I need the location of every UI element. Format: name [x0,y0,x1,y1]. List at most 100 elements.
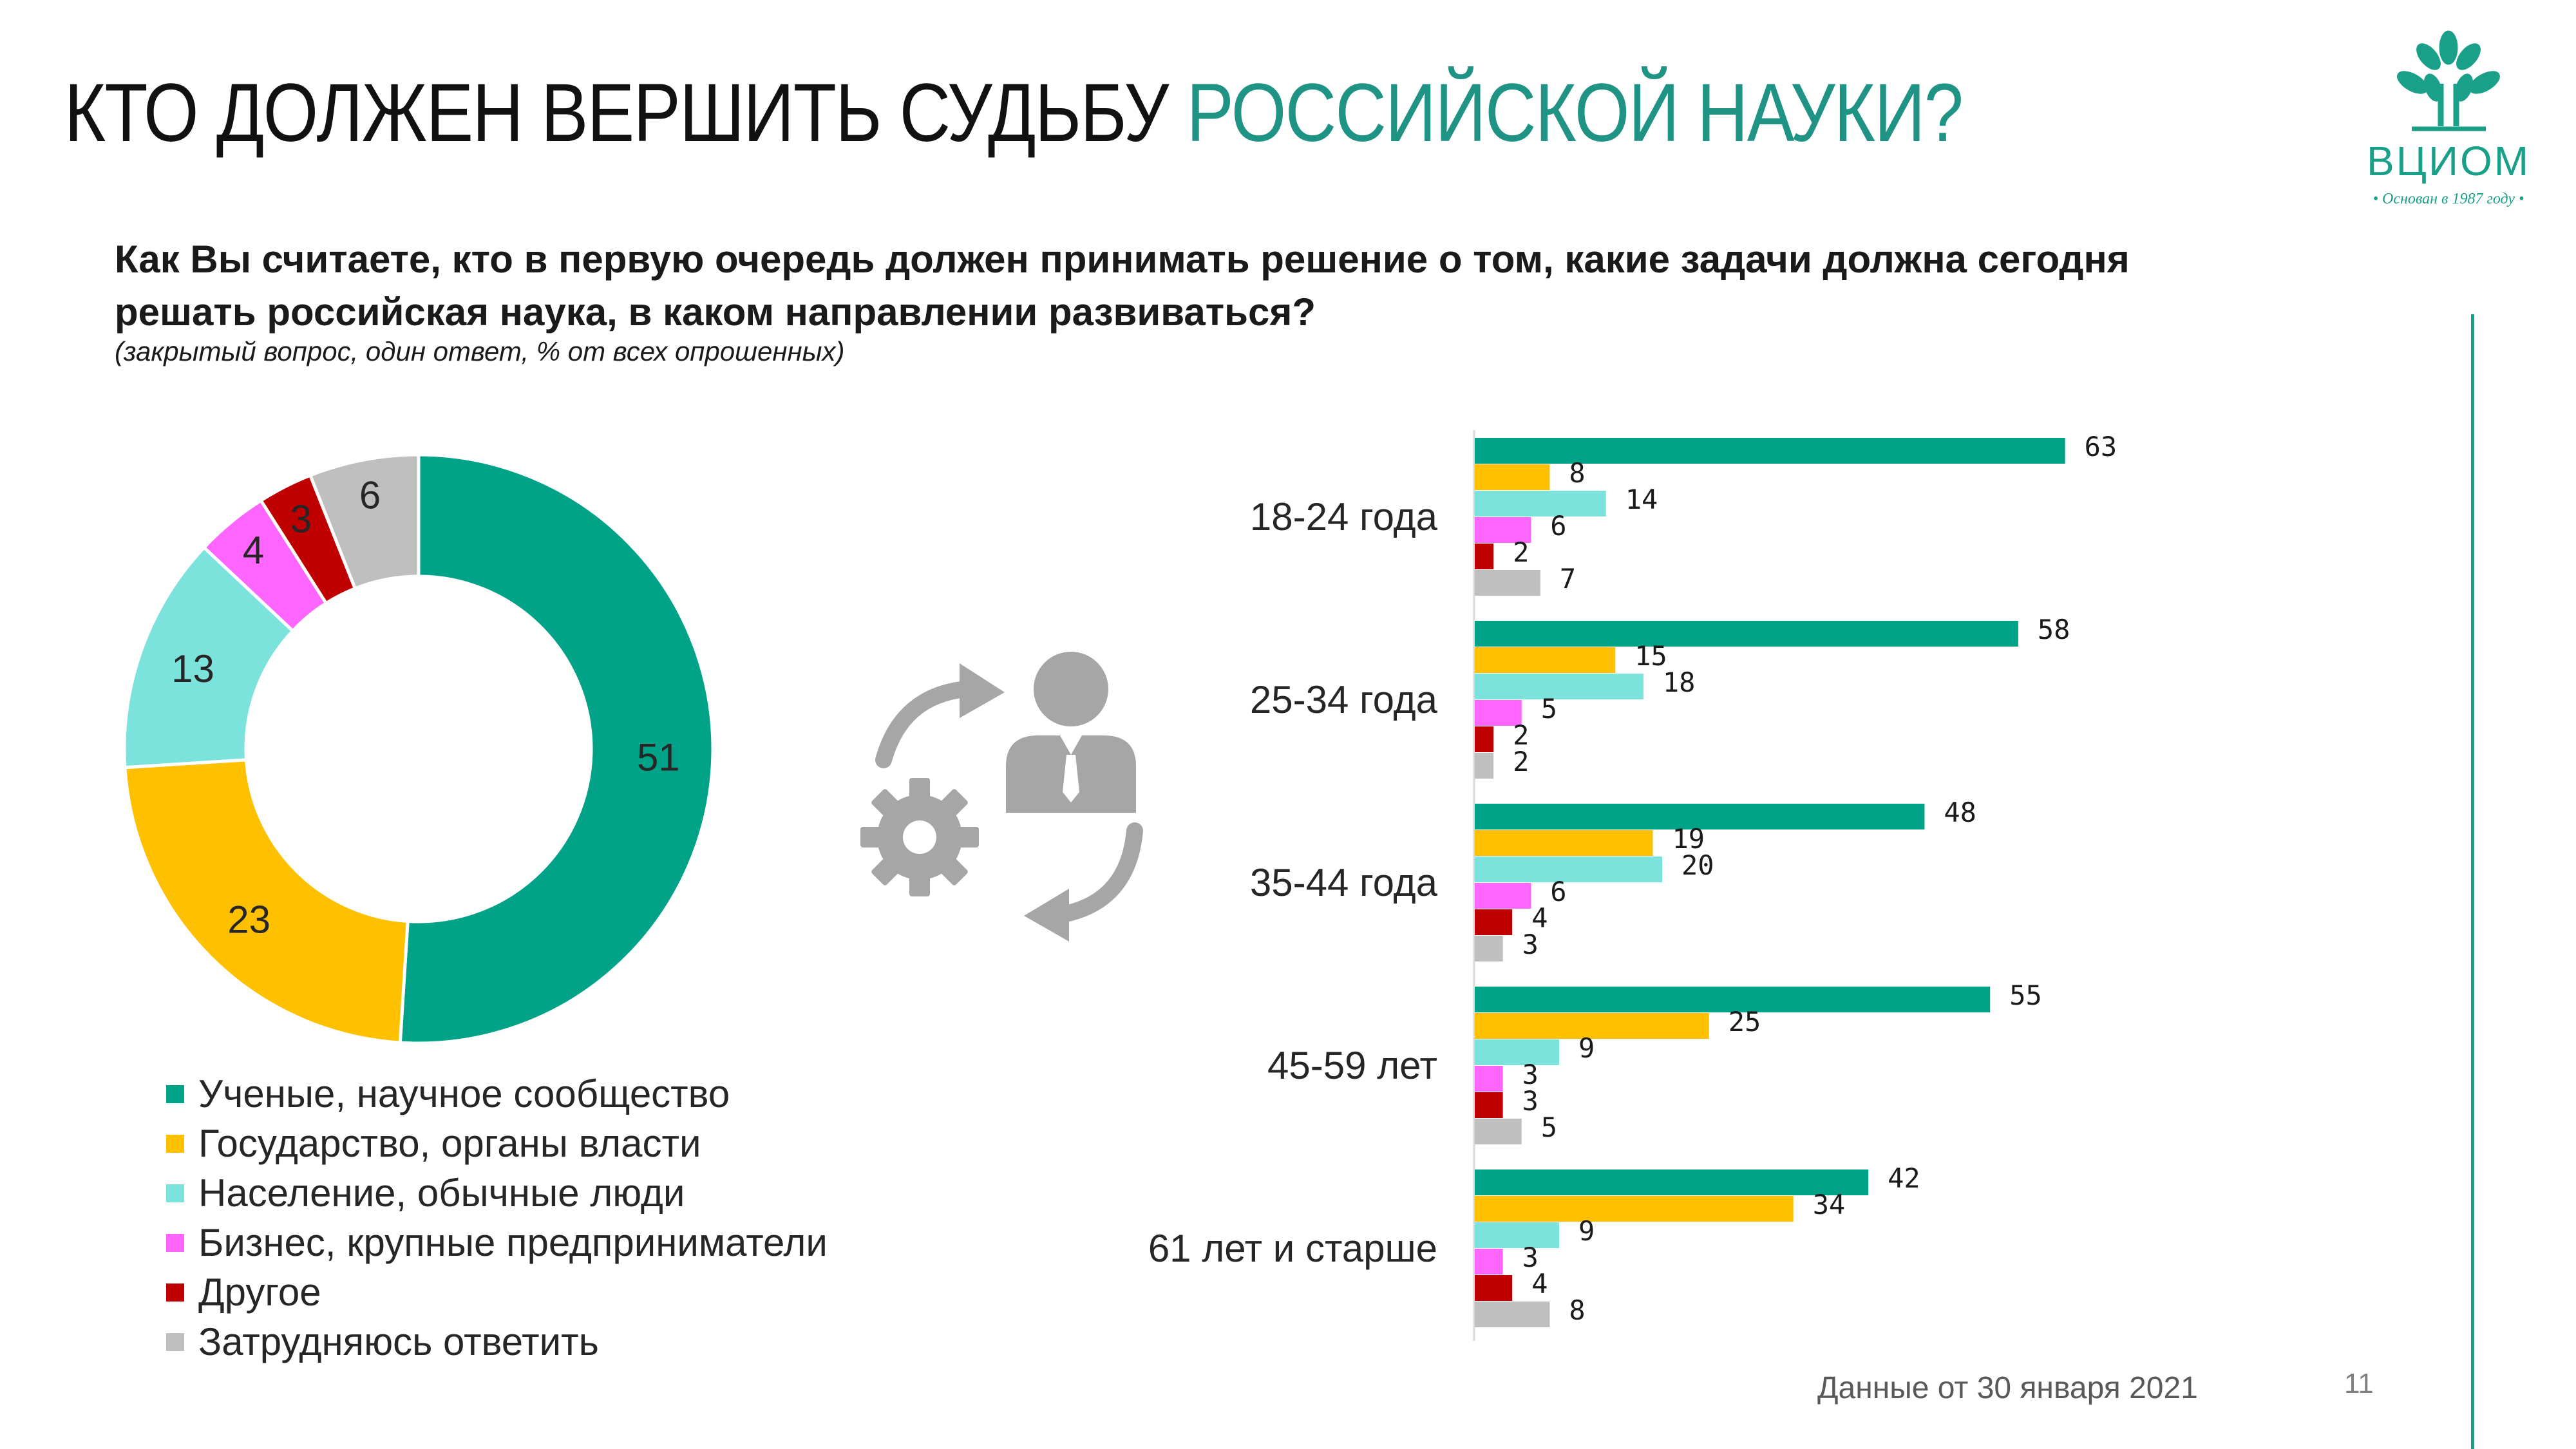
bar-1-2 [1475,464,1550,490]
bar-value-4-2: 25 [1728,1006,1761,1037]
donut-slice-1 [398,453,715,1045]
legend-label: Бизнес, крупные предприниматели [198,1221,828,1264]
title-part-1: КТО ДОЛЖЕН ВЕРШИТЬ СУДЬБУ [64,67,1169,159]
bar-5-4 [1475,1249,1503,1274]
bar-1-6 [1475,570,1540,596]
bar-3-5 [1475,909,1513,935]
bar-value-1-1: 63 [2085,431,2117,462]
legend-swatch [166,1233,184,1252]
legend-label: Государство, органы власти [198,1122,701,1165]
bar-3-3 [1475,857,1662,882]
category-label-3: 35-44 года [1250,861,1438,904]
legend-label: Население, обычные люди [198,1171,685,1215]
category-label-5: 61 лет и старше [1148,1227,1437,1270]
slide-title: КТО ДОЛЖЕН ВЕРШИТЬ СУДЬБУ РОССИЙСКОЙ НАУ… [64,72,1964,155]
donut-slice-2 [123,758,410,1045]
bar-value-1-4: 6 [1550,510,1566,542]
bar-1-1 [1475,438,2065,464]
legend-item-5: Другое [166,1267,828,1317]
donut-label-5: 3 [290,497,312,540]
bar-4-6 [1475,1119,1522,1144]
bar-4-5 [1475,1092,1503,1118]
bar-value-2-1: 58 [2038,614,2070,645]
bar-value-1-3: 14 [1625,484,1658,515]
bar-value-1-5: 2 [1513,536,1529,568]
legend-label: Другое [198,1271,321,1314]
bar-value-3-2: 19 [1672,823,1705,855]
survey-question: Как Вы считаете, кто в первую очередь до… [115,238,2130,334]
bar-value-3-4: 6 [1550,876,1566,907]
bar-2-5 [1475,726,1494,752]
category-label-2: 25-34 года [1250,678,1438,721]
legend-label: Затрудняюсь ответить [198,1320,599,1363]
legend-item-3: Население, обычные люди [166,1168,828,1218]
bar-3-1 [1475,804,1925,829]
bar-value-3-3: 20 [1681,849,1714,881]
donut-label-3: 13 [171,647,214,690]
bar-value-4-3: 9 [1578,1032,1595,1064]
donut-label-2: 23 [227,898,270,941]
bar-value-2-3: 18 [1663,667,1696,698]
bar-value-5-4: 3 [1522,1242,1539,1273]
bar-5-6 [1475,1302,1550,1327]
bar-2-3 [1475,674,1643,699]
bar-3-6 [1475,936,1503,961]
legend-swatch [166,1332,184,1351]
bar-value-3-5: 4 [1531,902,1548,934]
bar-value-1-6: 7 [1560,563,1576,594]
bar-value-3-6: 3 [1522,929,1539,960]
data-date: Данные от 30 января 2021 [1817,1371,2198,1405]
bar-1-4 [1475,517,1531,543]
bar-4-1 [1475,987,1991,1012]
bar-value-4-1: 55 [2009,980,2042,1011]
donut-label-1: 51 [637,736,680,779]
bar-2-6 [1475,753,1494,779]
bar-value-3-1: 48 [1944,797,1976,828]
legend-item-2: Государство, органы власти [166,1119,828,1168]
bar-4-4 [1475,1066,1503,1092]
bar-5-2 [1475,1196,1794,1222]
divider-line [2471,314,2474,1449]
question-note: (закрытый вопрос, один ответ, % от всех … [115,336,845,366]
donut-label-6: 6 [359,474,381,517]
bar-3-4 [1475,883,1531,909]
bar-value-4-6: 5 [1541,1112,1557,1143]
bar-2-4 [1475,700,1522,726]
bar-value-5-2: 34 [1813,1189,1846,1220]
category-label-4: 45-59 лет [1267,1044,1437,1087]
page-number: 11 [2344,1368,2374,1399]
category-label-1: 18-24 года [1250,495,1438,538]
legend-swatch [166,1184,184,1202]
donut-slice-6 [308,453,421,591]
bar-2-1 [1475,621,2018,647]
bar-1-5 [1475,544,1494,569]
bar-value-5-6: 8 [1569,1294,1585,1326]
legend-item-4: Бизнес, крупные предприниматели [166,1218,828,1267]
legend-label: Ученые, научное сообщество [198,1072,730,1115]
bar-value-2-4: 5 [1541,693,1557,724]
legend-item-6: Затрудняюсь ответить [166,1317,828,1367]
legend-swatch [166,1084,184,1103]
legend-item-1: Ученые, научное сообщество [166,1069,828,1119]
legend-swatch [166,1134,184,1153]
bar-value-5-3: 9 [1578,1215,1595,1247]
bar-4-2 [1475,1013,1709,1039]
bar-value-4-5: 3 [1522,1085,1539,1117]
bar-4-3 [1475,1039,1559,1065]
bar-value-2-6: 2 [1513,746,1529,777]
title-part-2: РОССИЙСКОЙ НАУКИ? [1186,67,1964,159]
bar-value-1-2: 8 [1569,457,1585,489]
bar-value-2-5: 2 [1513,719,1529,751]
donut-label-4: 4 [243,529,264,572]
bar-5-5 [1475,1275,1513,1301]
bar-value-4-4: 3 [1522,1059,1539,1090]
legend: Ученые, научное сообщество Государство, о… [166,1069,828,1367]
bar-value-5-1: 42 [1888,1162,1920,1194]
bar-3-2 [1475,830,1653,856]
bar-value-2-2: 15 [1634,640,1667,672]
bar-5-3 [1475,1222,1559,1248]
bar-5-1 [1475,1170,1869,1195]
bar-1-3 [1475,491,1606,516]
